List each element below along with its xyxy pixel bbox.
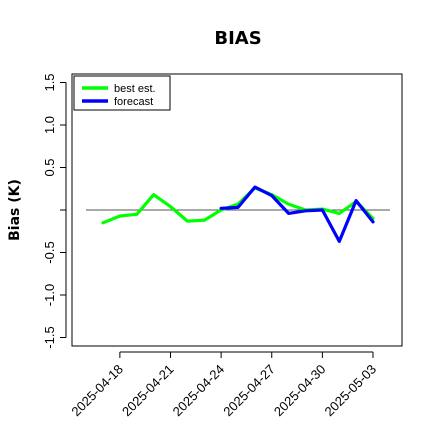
y-axis: -1.5 -1.0 -0.5 0.5 1.0 1.5 [42,73,67,349]
y-axis-label: Bias (K) [7,179,23,241]
x-tick-label: 2025-04-18 [68,362,126,420]
y-tick-label: 0.5 [42,158,57,176]
y-tick-label: 1.0 [42,116,57,134]
y-tick-label: -0.5 [42,241,57,263]
x-axis: 2025-04-182025-04-212025-04-242025-04-27… [68,351,379,420]
legend-label: forecast [114,96,153,108]
legend-box [73,75,171,111]
plot-series [86,185,390,243]
y-tick-label: 1.5 [42,73,57,91]
chart-title: BIAS [214,28,261,49]
forecast-line [219,185,375,243]
x-tick-label: 2025-04-21 [119,362,177,420]
y-tick-label: -1.5 [42,326,57,348]
x-tick-label: 2025-04-30 [271,362,329,420]
x-tick-label: 2025-05-03 [321,362,379,420]
y-tick-label: -1.0 [42,284,57,306]
best-est-line [101,186,375,225]
x-tick-label: 2025-04-27 [220,362,278,420]
x-tick-label: 2025-04-24 [170,362,228,420]
plot-area [71,73,403,347]
legend-label: best est. [114,83,156,95]
legend: best est.forecast [73,75,171,111]
